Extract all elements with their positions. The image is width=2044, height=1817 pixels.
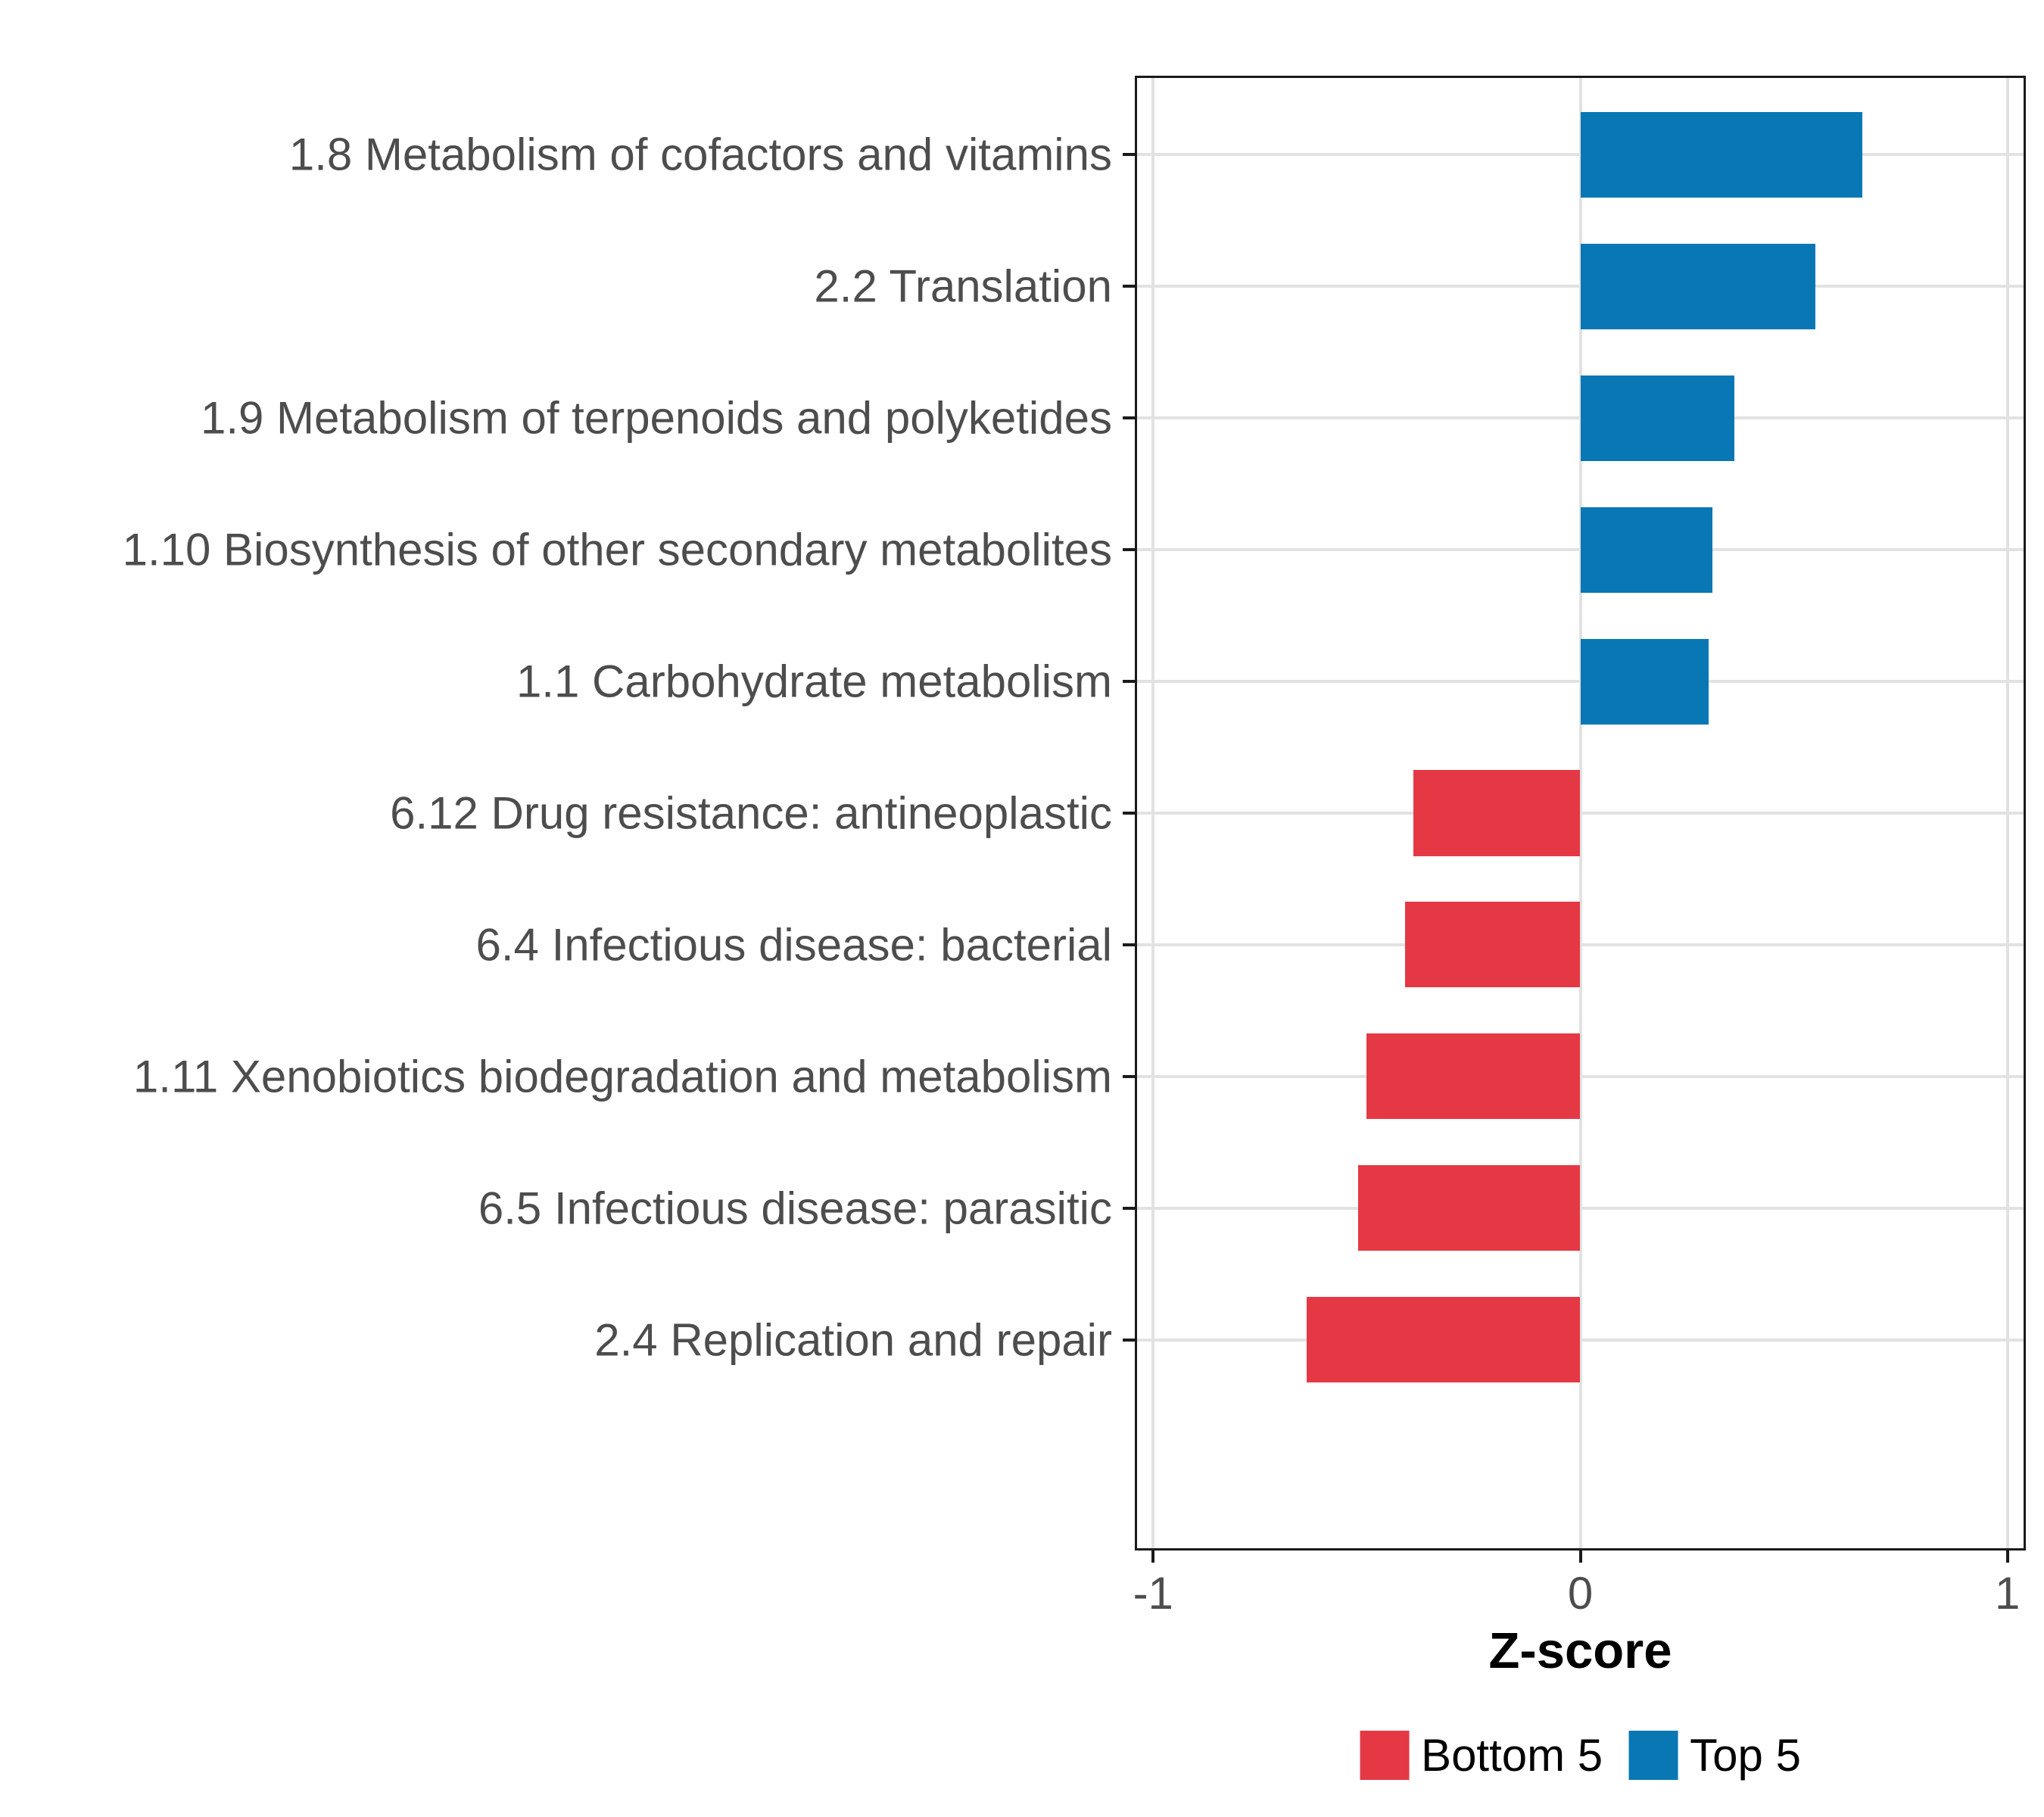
x-axis-tick: [1151, 1551, 1154, 1563]
y-axis-label: 1.8 Metabolism of cofactors and vitamins: [0, 129, 1112, 181]
y-gridline: [1135, 1075, 2026, 1078]
x-axis-tick: [1579, 1551, 1582, 1563]
y-axis-tick: [1123, 153, 1135, 156]
legend-key-swatch: [1628, 1731, 1678, 1780]
y-axis-tick: [1123, 943, 1135, 946]
y-axis-tick: [1123, 1207, 1135, 1210]
y-gridline: [1135, 812, 2026, 815]
y-axis-tick: [1123, 548, 1135, 551]
y-axis-tick: [1123, 416, 1135, 419]
legend: Bottom 5 Top 5: [1360, 1729, 1801, 1781]
y-axis-tick: [1123, 1339, 1135, 1342]
legend-label: Top 5: [1690, 1729, 1801, 1781]
bar-chart: 1.8 Metabolism of cofactors and vitamins…: [0, 0, 2044, 1817]
y-axis-tick: [1123, 812, 1135, 815]
y-axis-label: 1.10 Biosynthesis of other secondary met…: [0, 524, 1112, 576]
bar: [1405, 902, 1580, 987]
y-axis-label: 2.4 Replication and repair: [0, 1314, 1112, 1366]
bar: [1581, 244, 1815, 329]
y-axis-label: 6.4 Infectious disease: bacterial: [0, 918, 1112, 971]
y-axis-tick: [1123, 285, 1135, 288]
bar: [1581, 376, 1734, 461]
y-gridline: [1135, 1207, 2026, 1210]
legend-label: Bottom 5: [1421, 1729, 1603, 1781]
y-gridline: [1135, 943, 2026, 946]
x-axis-tick-label: 1: [1995, 1567, 2020, 1619]
bar: [1581, 507, 1713, 593]
y-axis-label: 6.12 Drug resistance: antineoplastic: [0, 787, 1112, 840]
y-gridline: [1135, 1339, 2026, 1342]
bar: [1358, 1165, 1580, 1251]
x-axis-tick-label: 0: [1568, 1567, 1593, 1619]
y-axis-label: 1.1 Carbohydrate metabolism: [0, 656, 1112, 708]
bar: [1581, 112, 1862, 198]
bar: [1307, 1297, 1580, 1382]
legend-item: Top 5: [1628, 1729, 1801, 1781]
y-axis-label: 2.2 Translation: [0, 260, 1112, 313]
x-axis-tick: [2006, 1551, 2009, 1563]
y-axis-label: 1.9 Metabolism of terpenoids and polyket…: [0, 392, 1112, 444]
legend-key-swatch: [1360, 1731, 1409, 1780]
x-axis-title: Z-score: [1488, 1622, 1672, 1680]
bar: [1413, 770, 1580, 856]
y-axis-label: 1.11 Xenobiotics biodegradation and meta…: [0, 1050, 1112, 1102]
x-axis-tick-label: -1: [1133, 1567, 1173, 1619]
y-axis-tick: [1123, 680, 1135, 683]
bar: [1581, 639, 1709, 725]
bar: [1366, 1033, 1580, 1119]
y-axis-label: 6.5 Infectious disease: parasitic: [0, 1182, 1112, 1234]
legend-item: Bottom 5: [1360, 1729, 1603, 1781]
y-axis-tick: [1123, 1075, 1135, 1078]
